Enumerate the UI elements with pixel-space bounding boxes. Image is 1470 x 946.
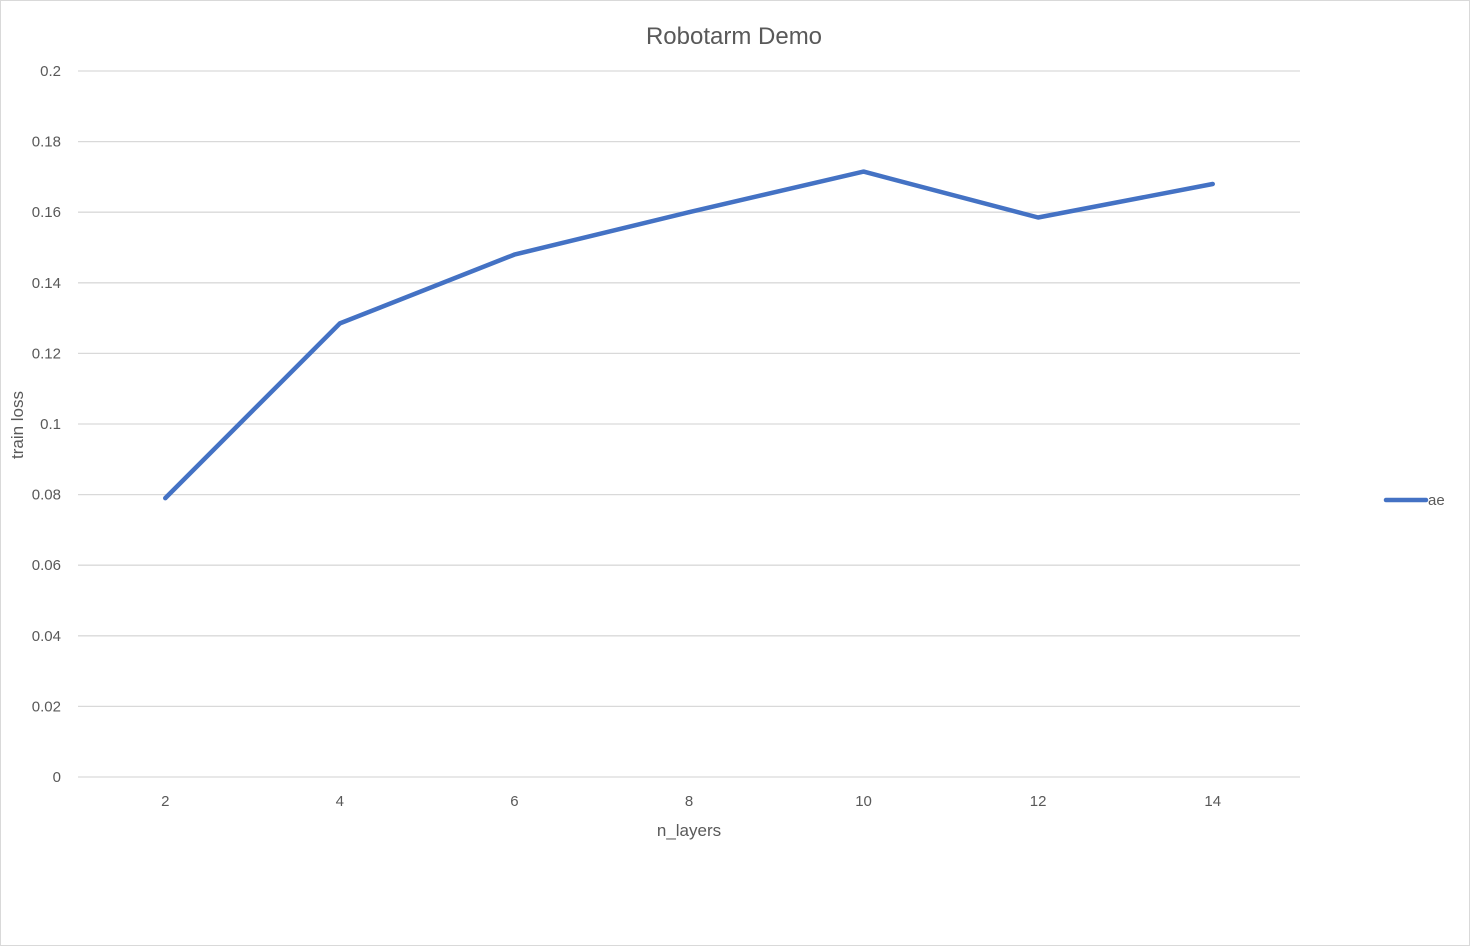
data-point-ae-6 (512, 252, 517, 257)
y-tick-label: 0.06 (32, 557, 61, 574)
y-tick-label: 0.12 (32, 345, 61, 362)
gridlines (78, 70, 1300, 778)
y-tick-label: 0.2 (40, 63, 61, 80)
x-tick-label: 8 (685, 793, 693, 810)
y-axis-label: train loss (8, 391, 27, 459)
data-point-ae-2 (163, 496, 168, 501)
series-line-ae (163, 169, 1215, 501)
data-point-ae-14 (1210, 181, 1215, 186)
x-tick-label: 6 (510, 793, 518, 810)
x-tick-label: 10 (855, 793, 872, 810)
x-axis-label: n_layers (657, 821, 721, 840)
data-point-ae-10 (861, 169, 866, 174)
y-tick-label: 0.16 (32, 204, 61, 221)
x-tick-label: 14 (1204, 793, 1221, 810)
y-tick-label: 0.04 (32, 628, 61, 645)
y-tick-label: 0.18 (32, 134, 61, 151)
y-tick-label: 0.08 (32, 487, 61, 504)
y-axis-ticks: 0 0.02 0.04 0.06 0.08 0.1 0.12 0.14 0.16 0.18 0.2 (32, 63, 61, 786)
y-tick-label: 0.14 (32, 275, 61, 292)
legend-label-ae: ae (1428, 492, 1445, 509)
y-tick-label: 0 (53, 769, 61, 786)
x-tick-label: 12 (1030, 793, 1047, 810)
chart-title: Robotarm Demo (646, 23, 822, 50)
series-layer (163, 169, 1215, 501)
data-point-ae-8 (687, 210, 691, 215)
legend: ae (1383, 492, 1445, 509)
x-axis-ticks: 2 4 6 8 10 12 14 (161, 793, 1221, 810)
data-point-ae-4 (337, 321, 342, 326)
y-tick-label: 0.1 (40, 416, 61, 433)
data-point-ae-12 (1036, 215, 1041, 220)
x-tick-label: 2 (161, 793, 169, 810)
y-tick-label: 0.02 (32, 698, 61, 715)
x-tick-label: 4 (336, 793, 344, 810)
